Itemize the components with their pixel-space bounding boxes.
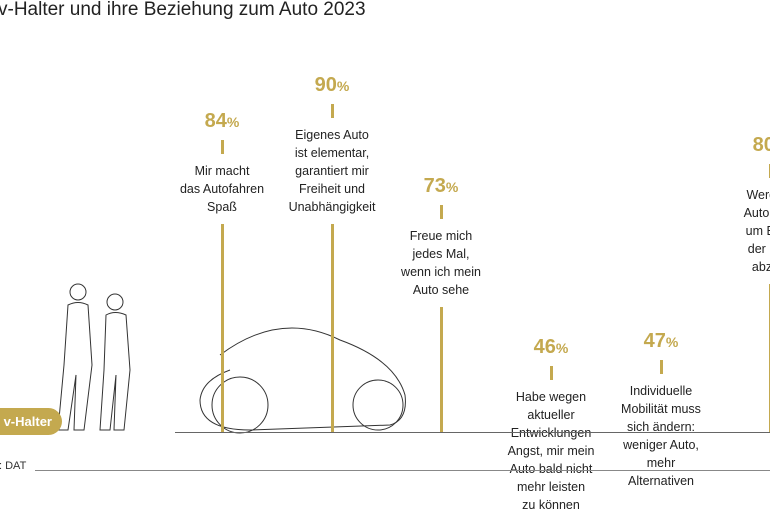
- baseline: [175, 432, 770, 433]
- value-bar: [440, 307, 443, 432]
- value-bar: [331, 224, 334, 432]
- car-outline-illustration: [199, 327, 406, 434]
- value-label: 73%: [423, 175, 459, 198]
- value-label: 90%: [314, 74, 350, 96]
- category-label: Freue mich jedes Mal, wenn ich mein Auto…: [401, 229, 481, 298]
- category-label: Werde a Auto läng um Entw der E-M abzuw: [743, 187, 770, 274]
- value-tick: [550, 365, 553, 380]
- people-illustration: [57, 283, 131, 431]
- value-label: 46%: [533, 335, 569, 358]
- category-label: Eigenes Auto ist elementar, garantiert m…: [288, 128, 376, 214]
- value-label: 47%: [643, 329, 679, 352]
- chart-area: 84% Mir macht das Autofahren Spaß 90% Eigen…: [179, 74, 770, 512]
- chart-title: v-Halter und ihre Beziehung zum Auto 202…: [0, 0, 366, 20]
- source-note: : DAT: [0, 460, 27, 472]
- category-label: Mir macht das Autofahren Spaß: [179, 163, 265, 214]
- divider: [35, 470, 770, 471]
- value-tick: [331, 104, 334, 118]
- value-tick: [221, 139, 224, 154]
- value-tick: [440, 205, 443, 220]
- value-label: 84%: [204, 109, 240, 132]
- category-label: Individuelle Mobilität muss sich ändern:…: [621, 383, 701, 488]
- value-tick: [660, 359, 663, 374]
- value-bar: [221, 223, 224, 432]
- value-label: 80%: [752, 133, 770, 156]
- group-badge: v-Halter: [0, 408, 62, 435]
